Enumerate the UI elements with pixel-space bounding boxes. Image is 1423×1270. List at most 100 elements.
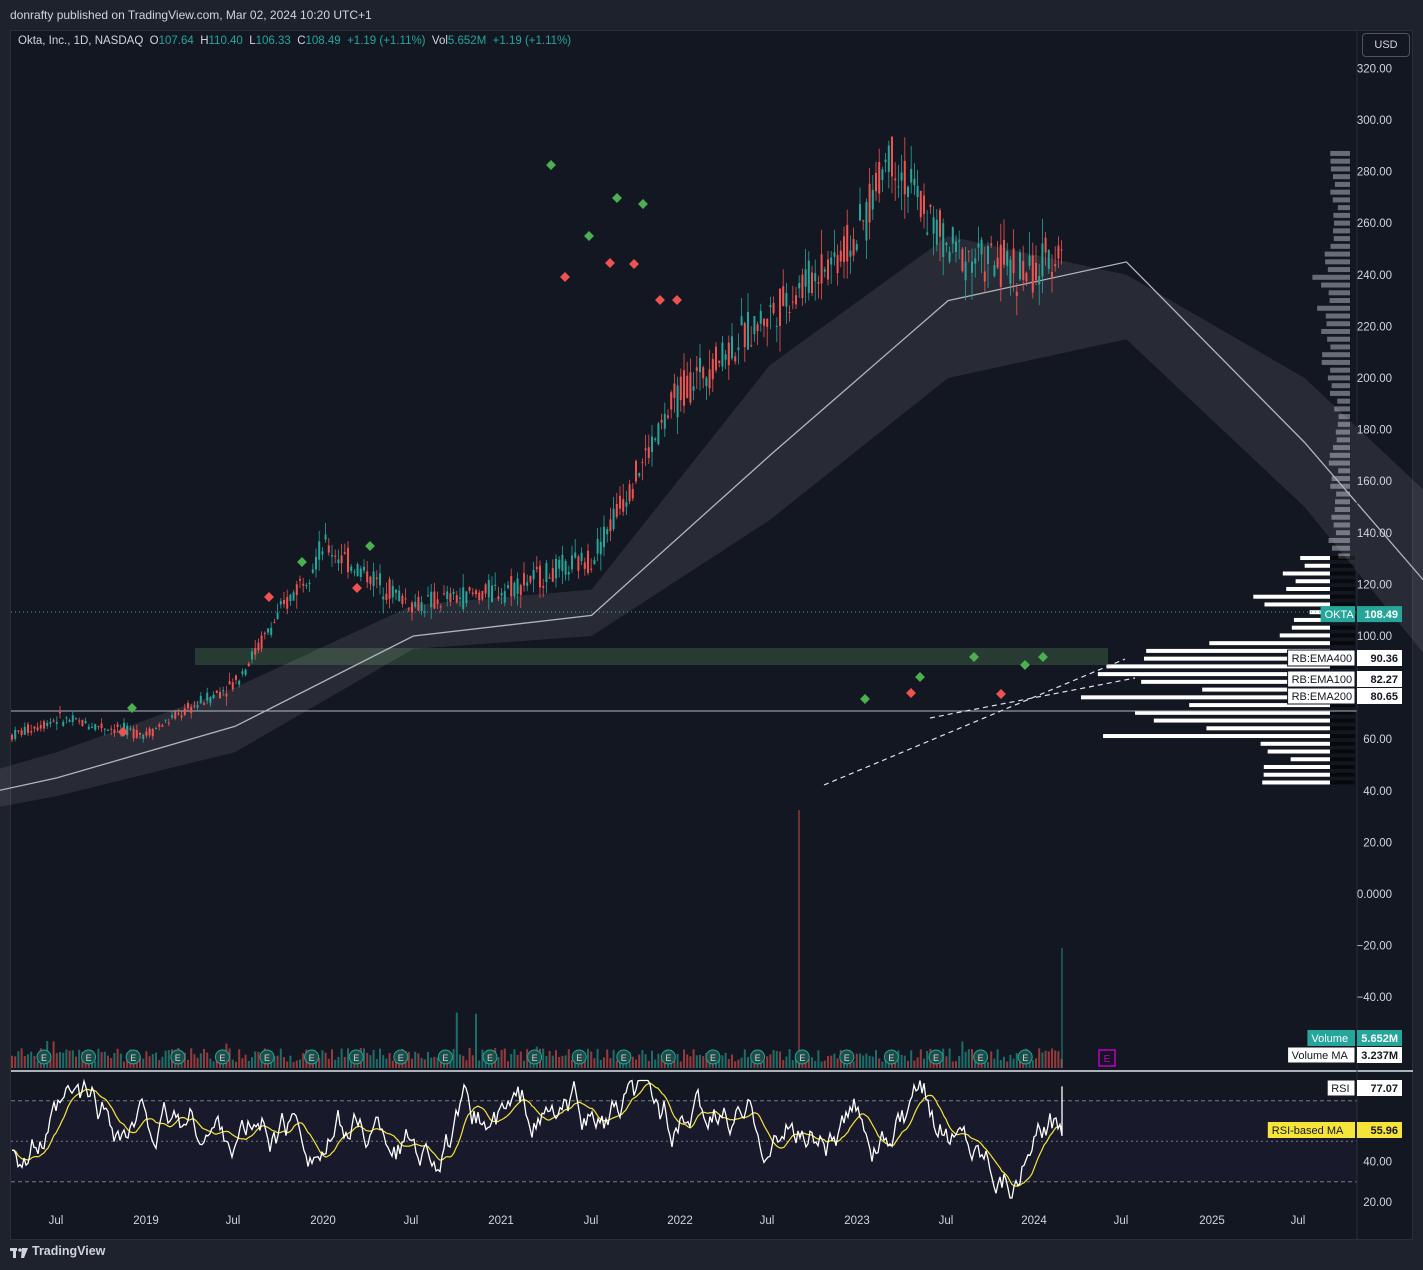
high-label: H <box>200 35 209 47</box>
candle-body <box>951 227 954 244</box>
candle-body <box>513 582 516 597</box>
badge-label: RSI <box>1331 1083 1349 1095</box>
candle-body <box>507 585 509 589</box>
volume-profile-bar <box>1312 274 1350 280</box>
badge-value-bg <box>1357 606 1402 623</box>
volume-bar <box>167 1050 170 1068</box>
volume-profile-bar <box>1330 772 1355 777</box>
candle-body <box>849 250 852 257</box>
volume-profile-bar <box>1080 695 1330 700</box>
volume-profile-bar <box>1330 367 1350 373</box>
candle-body <box>487 579 490 598</box>
candle-body <box>564 561 567 575</box>
volume-bar <box>254 1051 257 1068</box>
volume-bar <box>743 1049 746 1068</box>
candle-body <box>446 591 449 600</box>
volume-profile-bar <box>1330 765 1355 769</box>
earnings-marker-icon <box>1017 1049 1033 1065</box>
volume-bar <box>27 1054 29 1068</box>
currency-button[interactable]: USD <box>1362 33 1410 57</box>
volume-bar <box>545 1056 548 1068</box>
volume-profile-bar <box>1325 313 1350 319</box>
low-label: L <box>249 35 256 47</box>
volume-bar <box>158 1060 161 1068</box>
volume-profile-bar <box>1332 197 1350 203</box>
candle-body <box>987 246 989 265</box>
sell-signal-marker <box>996 689 1006 699</box>
candle-body <box>702 367 705 379</box>
candle-body <box>164 719 167 721</box>
volume-profile-bar <box>1328 460 1350 466</box>
candle-body <box>999 244 1002 287</box>
price-axis-label: 60.00 <box>1363 734 1392 746</box>
candle-body <box>753 316 756 335</box>
candle-body <box>452 591 455 594</box>
volume-profile-bar <box>1263 765 1330 769</box>
volume-bar <box>641 1050 644 1068</box>
volume-bar <box>561 1055 564 1068</box>
earnings-marker-label: E <box>710 1053 716 1063</box>
chart-container[interactable] <box>10 30 1413 1240</box>
volume-bar <box>433 1056 436 1068</box>
volume-bar <box>769 1054 772 1068</box>
earnings-marker-label: E <box>398 1053 404 1063</box>
candle-body <box>606 529 609 535</box>
candle-body <box>996 257 999 268</box>
volume-bar <box>411 1058 413 1068</box>
volume-bar <box>862 1055 865 1068</box>
volume-bar <box>337 1056 340 1068</box>
volume-bar <box>340 1048 343 1068</box>
earnings-marker-icon <box>839 1049 855 1065</box>
earnings-marker-label: E <box>442 1053 448 1063</box>
candle-body <box>295 584 298 596</box>
volume-bar <box>727 1059 730 1068</box>
candle-body <box>471 592 474 594</box>
candle-body <box>398 590 401 602</box>
volume-bar <box>1051 1048 1053 1068</box>
candle-body <box>583 562 586 569</box>
volume-bar <box>830 1055 833 1068</box>
candle-body <box>270 627 273 635</box>
volume-bar <box>1019 1060 1021 1068</box>
candle-body <box>670 392 673 410</box>
volume-profile-bar <box>1330 563 1355 568</box>
candle-body <box>721 342 724 367</box>
volume-bar <box>385 1058 388 1068</box>
earnings-marker-label: E <box>86 1053 92 1063</box>
earnings-marker-label: E <box>621 1053 627 1063</box>
candle-body <box>350 566 353 572</box>
candle-body <box>158 724 161 727</box>
volume-profile-bar <box>1286 586 1330 591</box>
candle-body <box>977 243 980 248</box>
volume-bar <box>916 1057 919 1068</box>
volume-bar <box>151 1054 154 1068</box>
candle-body <box>942 223 945 257</box>
volume-profile-bar <box>1209 641 1330 646</box>
candle-body <box>535 566 538 570</box>
price-axis-label: 20.00 <box>1363 837 1392 849</box>
volume-bar <box>455 1012 458 1068</box>
candle-body <box>734 356 737 362</box>
volume-profile-bar <box>1330 710 1355 715</box>
volume-bar <box>324 1052 327 1068</box>
close-value: 108.49 <box>305 35 341 47</box>
candle-body <box>331 555 333 557</box>
volume-bar <box>1031 1060 1034 1068</box>
candle-body <box>756 324 759 332</box>
volume-value: 5.652M <box>447 35 487 47</box>
high-value: 110.40 <box>208 35 243 47</box>
volume-bar <box>692 1049 695 1068</box>
volume-bar <box>519 1051 522 1068</box>
price-axis-label: 180.00 <box>1357 425 1392 437</box>
symbol-name[interactable]: Okta, Inc., 1D, NASDAQ <box>18 35 144 47</box>
volume-profile-bar <box>1330 594 1355 599</box>
volume-bar <box>343 1056 346 1068</box>
candle-body <box>791 301 794 303</box>
candle-body <box>603 526 605 548</box>
candle-body <box>846 224 849 262</box>
volume-bar <box>782 1060 785 1068</box>
buy-signal-marker <box>546 160 556 170</box>
volume-profile-bar <box>1264 602 1330 607</box>
volume-bar <box>235 1061 237 1068</box>
